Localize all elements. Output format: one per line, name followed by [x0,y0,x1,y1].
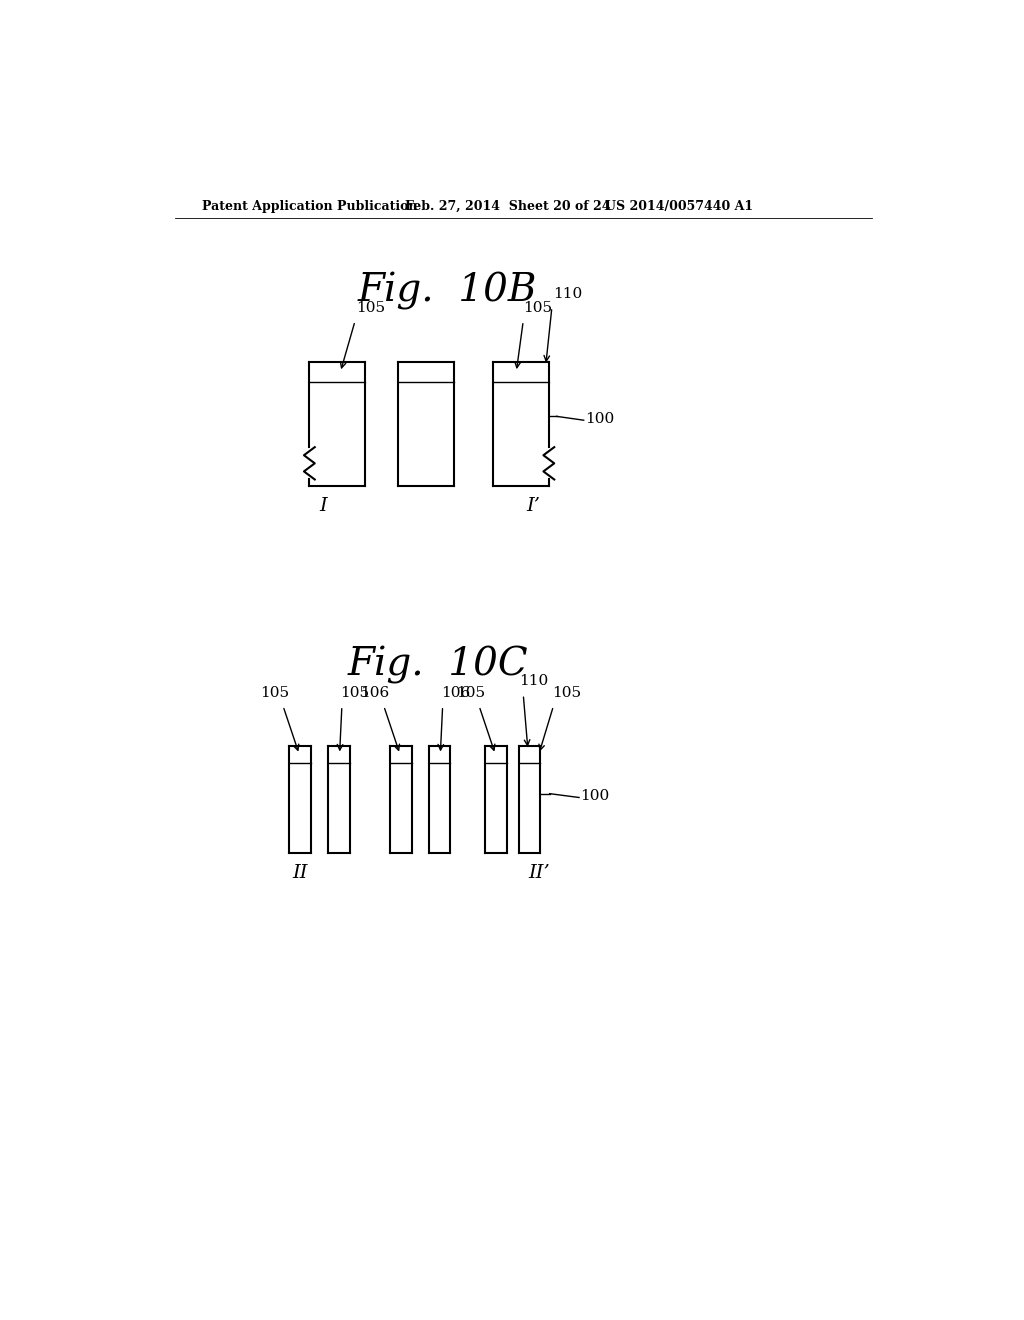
Text: 106: 106 [360,685,390,700]
Text: 105: 105 [260,685,289,700]
Text: I’: I’ [526,498,541,515]
Text: 105: 105 [356,301,386,314]
Text: Fig.  10C: Fig. 10C [348,645,528,684]
Text: 110: 110 [554,286,583,301]
Text: 105: 105 [340,685,370,700]
Text: US 2014/0057440 A1: US 2014/0057440 A1 [605,199,754,213]
Text: 110: 110 [519,675,549,688]
Text: 100: 100 [586,412,614,425]
Text: 105: 105 [523,301,552,314]
Text: II: II [292,865,308,882]
Text: 100: 100 [581,789,610,803]
Text: 105: 105 [456,685,485,700]
Text: Patent Application Publication: Patent Application Publication [202,199,417,213]
Text: I: I [319,498,328,515]
Text: Feb. 27, 2014  Sheet 20 of 24: Feb. 27, 2014 Sheet 20 of 24 [404,199,610,213]
Text: 105: 105 [552,685,581,700]
Text: Fig.  10B: Fig. 10B [357,272,537,310]
Text: 106: 106 [441,685,470,700]
Text: II’: II’ [528,865,550,882]
